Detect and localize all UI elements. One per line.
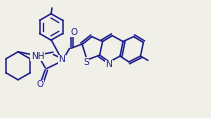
Text: N: N	[58, 55, 65, 64]
Text: N: N	[106, 60, 112, 69]
Text: O: O	[70, 28, 77, 37]
Text: NH: NH	[31, 52, 44, 61]
Text: O: O	[37, 80, 44, 89]
Text: S: S	[83, 58, 89, 67]
